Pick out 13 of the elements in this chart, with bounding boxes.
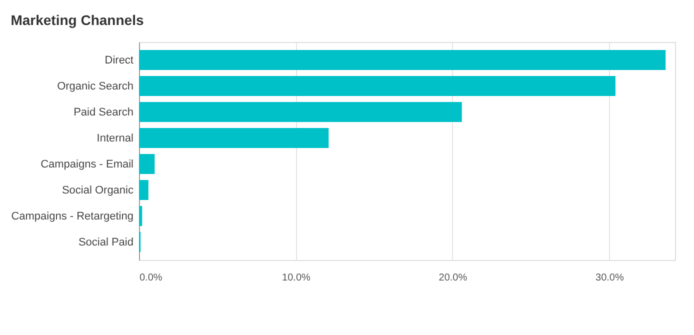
y-tick-label: Campaigns - Retargeting bbox=[11, 210, 134, 222]
chart-title: Marketing Channels bbox=[10, 12, 144, 28]
y-tick-label: Organic Search bbox=[57, 80, 134, 92]
x-tick-label: 10.0% bbox=[282, 272, 311, 284]
y-tick-label: Social Paid bbox=[78, 236, 134, 248]
x-tick-label: 0.0% bbox=[140, 272, 162, 284]
y-tick-label: Internal bbox=[96, 132, 134, 144]
x-tick-label: 30.0% bbox=[595, 272, 624, 284]
y-tick-label: Paid Search bbox=[74, 106, 134, 118]
y-tick-label: Campaigns - Email bbox=[40, 158, 134, 170]
y-tick-label: Direct bbox=[104, 54, 134, 66]
x-tick-label: 20.0% bbox=[438, 272, 468, 284]
y-tick-label: Social Organic bbox=[62, 184, 134, 196]
